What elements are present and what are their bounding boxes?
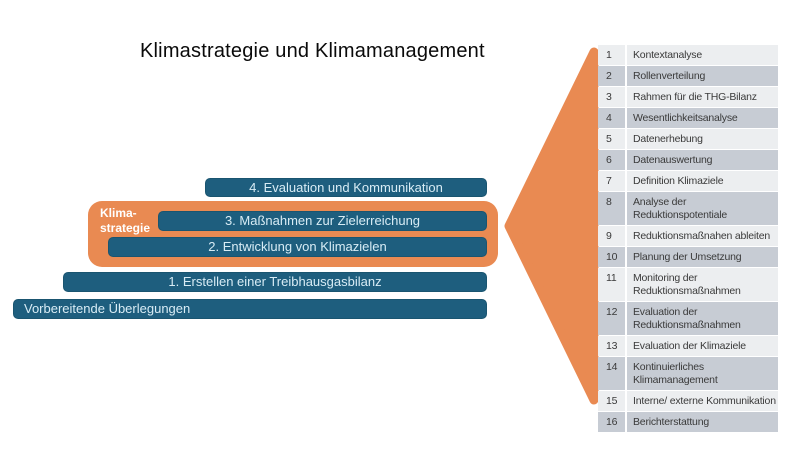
step-number: 6 bbox=[598, 150, 625, 170]
steps-table: 1 Kontextanalyse 2 Rollenverteilung 3 Rahmen … bbox=[598, 45, 778, 433]
list-item: 11 Monitoring der Reduktionsmaßnahmen bbox=[598, 268, 778, 301]
step-number: 15 bbox=[598, 391, 625, 411]
page-title: Klimastrategie und Klimamanagement bbox=[140, 40, 485, 62]
bar-entwicklung-klimaziele: 2. Entwicklung von Klimazielen bbox=[108, 237, 487, 257]
bar-vorbereitende-ueberlegungen: Vorbereitende Überlegungen bbox=[13, 299, 487, 319]
step-number: 4 bbox=[598, 108, 625, 128]
step-number: 9 bbox=[598, 226, 625, 246]
list-item: 5 Datenerhebung bbox=[598, 129, 778, 149]
step-label: Interne/ externe Kommunikation bbox=[627, 391, 778, 411]
step-number: 16 bbox=[598, 412, 625, 432]
step-number: 3 bbox=[598, 87, 625, 107]
list-item: 15 Interne/ externe Kommunikation bbox=[598, 391, 778, 411]
bar-evaluation-kommunikation: 4. Evaluation und Kommunikation bbox=[205, 178, 487, 197]
step-number: 11 bbox=[598, 268, 625, 301]
list-item: 14 Kontinuierliches Klimamanagement bbox=[598, 357, 778, 390]
bar-massnahmen-zielerreichung: 3. Maßnahmen zur Zielerreichung bbox=[158, 211, 487, 231]
step-number: 1 bbox=[598, 45, 625, 65]
step-label: Reduktionsmaßnahen ableiten bbox=[627, 226, 778, 246]
group-label-line2: strategie bbox=[100, 220, 151, 235]
step-label: Wesentlichkeitsanalyse bbox=[627, 108, 778, 128]
step-label: Definition Klimaziele bbox=[627, 171, 778, 191]
klimastrategie-group-label: Klima- strategie bbox=[100, 206, 150, 235]
step-label: Datenerhebung bbox=[627, 129, 778, 149]
bar-treibhausgasbilanz: 1. Erstellen einer Treibhausgasbilanz bbox=[63, 272, 487, 292]
step-label: Rollenverteilung bbox=[627, 66, 778, 86]
group-label-line1: Klima- bbox=[100, 206, 137, 220]
list-item: 16 Berichterstattung bbox=[598, 412, 778, 432]
step-label: Datenauswertung bbox=[627, 150, 778, 170]
step-number: 12 bbox=[598, 302, 625, 335]
step-label: Kontextanalyse bbox=[627, 45, 778, 65]
step-label: Planung der Umsetzung bbox=[627, 247, 778, 267]
list-item: 1 Kontextanalyse bbox=[598, 45, 778, 65]
step-number: 14 bbox=[598, 357, 625, 390]
list-item: 9 Reduktionsmaßnahen ableiten bbox=[598, 226, 778, 246]
step-label: Kontinuierliches Klimamanagement bbox=[627, 357, 778, 390]
step-number: 5 bbox=[598, 129, 625, 149]
list-item: 13 Evaluation der Klimaziele bbox=[598, 336, 778, 356]
step-number: 2 bbox=[598, 66, 625, 86]
step-label: Analyse der Reduktionspotentiale bbox=[627, 192, 778, 225]
list-item: 6 Datenauswertung bbox=[598, 150, 778, 170]
step-label: Monitoring der Reduktionsmaßnahmen bbox=[627, 268, 778, 301]
step-number: 13 bbox=[598, 336, 625, 356]
list-item: 7 Definition Klimaziele bbox=[598, 171, 778, 191]
list-item: 8 Analyse der Reduktionspotentiale bbox=[598, 192, 778, 225]
step-label: Evaluation der Reduktionsmaßnahmen bbox=[627, 302, 778, 335]
list-item: 12 Evaluation der Reduktionsmaßnahmen bbox=[598, 302, 778, 335]
step-number: 7 bbox=[598, 171, 625, 191]
list-item: 4 Wesentlichkeitsanalyse bbox=[598, 108, 778, 128]
list-item: 2 Rollenverteilung bbox=[598, 66, 778, 86]
step-number: 10 bbox=[598, 247, 625, 267]
step-label: Rahmen für die THG-Bilanz bbox=[627, 87, 778, 107]
step-label: Berichterstattung bbox=[627, 412, 778, 432]
step-label: Evaluation der Klimaziele bbox=[627, 336, 778, 356]
step-number: 8 bbox=[598, 192, 625, 225]
arrow-polygon bbox=[504, 47, 599, 405]
list-item: 10 Planung der Umsetzung bbox=[598, 247, 778, 267]
list-item: 3 Rahmen für die THG-Bilanz bbox=[598, 87, 778, 107]
